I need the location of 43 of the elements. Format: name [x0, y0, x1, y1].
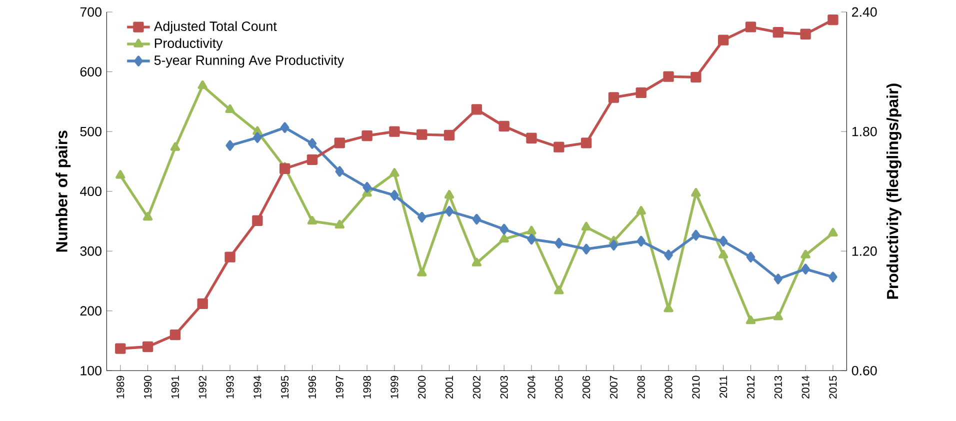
x-tick-label: 1996	[308, 376, 316, 398]
x-tick-label: 2011	[720, 376, 728, 398]
x-tick-label: 2002	[472, 376, 480, 398]
x-tick-label: 2001	[445, 376, 454, 398]
x-tick-label: 2005	[555, 376, 563, 398]
y2-tick-label: 1.80	[852, 126, 877, 136]
y2-tick-label: 1.20	[852, 246, 877, 256]
x-tick-label: 2013	[774, 376, 782, 398]
y-tick-label: 300	[80, 246, 102, 256]
y2-tick-label: 2.40	[852, 7, 877, 17]
x-tick-label: 1990	[144, 376, 152, 398]
x-tick-label: 2014	[802, 376, 810, 398]
x-tick-label: 2008	[637, 376, 645, 398]
legend-label: Productivity	[154, 38, 223, 50]
y-tick-label: 500	[80, 126, 102, 136]
legend-label: Adjusted Total Count	[154, 21, 277, 34]
x-tick-label: 1997	[336, 376, 344, 398]
x-tick-label: 1991	[171, 376, 179, 398]
x-tick-label: 2003	[500, 376, 508, 398]
x-tick-label: 1994	[254, 376, 262, 398]
y-tick-label: 200	[80, 306, 102, 316]
x-tick-label: 2006	[582, 376, 590, 398]
x-tick-label: 1989	[116, 376, 124, 398]
x-tick-label: 2007	[610, 376, 618, 398]
y-tick-label: 600	[80, 66, 102, 76]
x-tick-label: 1995	[281, 376, 289, 398]
x-tick-label: 2000	[418, 376, 426, 398]
y-tick-label: 700	[80, 7, 102, 17]
x-tick-label: 2010	[692, 376, 700, 398]
x-tick-label: 1993	[226, 376, 234, 398]
y2-axis-title: Productivity (fledglings/pair)	[886, 84, 902, 299]
x-tick-label: 1998	[363, 376, 371, 398]
legend-label: 5-year Running Ave Productivity	[154, 55, 344, 68]
x-tick-label: 1992	[198, 376, 206, 398]
x-tick-label: 2009	[664, 376, 672, 398]
y2-tick-label: 0.60	[852, 366, 877, 376]
x-tick-label: 2012	[746, 376, 755, 398]
x-tick-label: 1999	[390, 376, 398, 398]
y-tick-label: 100	[80, 366, 102, 376]
y-tick-label: 400	[80, 186, 102, 196]
x-tick-label: 2004	[528, 376, 536, 398]
y-axis-title: Number of pairs	[56, 130, 71, 252]
x-tick-label: 2015	[829, 376, 837, 398]
